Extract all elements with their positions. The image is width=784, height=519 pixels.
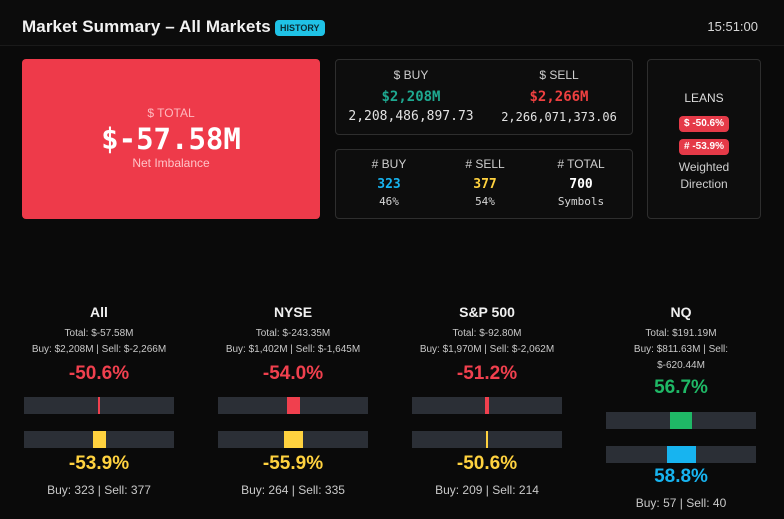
dollar-sell-cell: $ SELL $2,266M 2,266,071,373.06: [484, 68, 634, 124]
count-total-cell: # TOTAL 700 Symbols: [528, 157, 634, 208]
count-total-sub: Symbols: [557, 195, 605, 208]
count-buy-value: 323: [377, 177, 401, 192]
leans-sub-weighted: Weighted: [678, 160, 730, 174]
total-value: $-57.58M: [101, 122, 241, 156]
header-bar: Market Summary – All Markets HISTORY 15:…: [0, 0, 784, 46]
all-dollar-bar: [24, 397, 174, 414]
market-count-pct: -55.9%: [262, 453, 324, 474]
leans-sub-direction: Direction: [680, 177, 728, 191]
count-total-label: # TOTAL: [557, 157, 605, 171]
total-label: $ TOTAL: [147, 106, 195, 120]
all-count-bar: [24, 431, 174, 448]
count-buy-cell: # BUY 323 46%: [336, 157, 442, 208]
total-sub-label: Net Imbalance: [132, 156, 210, 170]
count-sell-pct: 54%: [475, 195, 495, 208]
dollar-buy-full: 2,208,486,897.73: [348, 109, 474, 124]
market-dollar-pct: -50.6%: [68, 363, 130, 384]
market-name: NQ: [670, 304, 692, 320]
market-counts: Buy: 57 | Sell: 40: [635, 496, 727, 510]
sp500-dollar-marker: [485, 397, 489, 414]
market-nyse: NYSE Total: $-243.35M Buy: $1,402M | Sel…: [216, 304, 370, 385]
nyse-count-marker: [284, 431, 303, 448]
dollar-sell-full: 2,266,071,373.06: [501, 110, 617, 124]
leans-panel: LEANS $ -50.6% # -53.9% Weighted Directi…: [647, 59, 761, 219]
market-count-pct: -50.6%: [456, 453, 518, 474]
count-sell-value: 377: [473, 177, 497, 192]
market-sp500-bottom: -50.6% Buy: 209 | Sell: 214: [410, 453, 564, 497]
market-dollar-pct: -51.2%: [456, 363, 518, 384]
count-total-value: 700: [569, 177, 593, 192]
nq-count-marker: [667, 446, 696, 463]
nyse-dollar-bar: [218, 397, 368, 414]
clock-time: 15:51:00: [707, 19, 758, 34]
market-total: Total: $-57.58M: [64, 328, 134, 339]
market-name: NYSE: [273, 304, 313, 320]
market-name: All: [90, 304, 108, 320]
count-buy-pct: 46%: [379, 195, 399, 208]
market-buy-sell: Buy: $1,970M | Sell: $-2,062M: [419, 344, 555, 355]
dollar-sell-label: $ SELL: [539, 68, 579, 82]
market-total: Total: $191.19M: [645, 328, 717, 339]
count-sell-label: # SELL: [465, 157, 505, 171]
dollar-buy-cell: $ BUY $2,208M 2,208,486,897.73: [336, 68, 486, 124]
dollar-buy-short: $2,208M: [381, 89, 441, 105]
leans-title: LEANS: [684, 91, 724, 105]
count-sell-cell: # SELL 377 54%: [432, 157, 538, 208]
market-counts: Buy: 209 | Sell: 214: [435, 483, 539, 497]
market-counts: Buy: 323 | Sell: 377: [47, 483, 151, 497]
market-buy-sell-cont: $-620.44M: [657, 360, 705, 371]
sp500-dollar-bar: [412, 397, 562, 414]
count-buy-label: # BUY: [371, 157, 407, 171]
market-count-pct: 58.8%: [654, 466, 708, 487]
sp500-count-bar: [412, 431, 562, 448]
nyse-count-bar: [218, 431, 368, 448]
nq-dollar-marker: [670, 412, 692, 429]
market-nq: NQ Total: $191.19M Buy: $811.63M | Sell:…: [604, 304, 758, 399]
market-nq-bottom: 58.8% Buy: 57 | Sell: 40: [604, 466, 758, 510]
nq-dollar-bar: [606, 412, 756, 429]
market-name: S&P 500: [459, 304, 515, 320]
market-sp500: S&P 500 Total: $-92.80M Buy: $1,970M | S…: [410, 304, 564, 385]
market-buy-sell: Buy: $2,208M | Sell: $-2,266M: [31, 344, 167, 355]
nyse-dollar-marker: [287, 397, 300, 414]
nq-count-bar: [606, 446, 756, 463]
dollar-buy-label: $ BUY: [393, 68, 429, 82]
history-badge[interactable]: HISTORY: [275, 20, 325, 36]
market-nyse-bottom: -55.9% Buy: 264 | Sell: 335: [216, 453, 370, 497]
dollar-lean-pill: $ -50.6%: [678, 116, 730, 132]
market-buy-sell: Buy: $811.63M | Sell:: [633, 344, 729, 355]
market-dollar-pct: 56.7%: [654, 377, 708, 398]
market-count-pct: -53.9%: [68, 453, 130, 474]
market-counts: Buy: 264 | Sell: 335: [241, 483, 345, 497]
all-count-marker: [93, 431, 106, 448]
count-panel: # BUY 323 46% # SELL 377 54% # TOTAL 700…: [335, 149, 633, 219]
market-all-bottom: -53.9% Buy: 323 | Sell: 377: [22, 453, 176, 497]
market-all: All Total: $-57.58M Buy: $2,208M | Sell:…: [22, 304, 176, 385]
total-imbalance-card: $ TOTAL $-57.58M Net Imbalance: [22, 59, 320, 219]
dollar-sell-short: $2,266M: [529, 89, 589, 105]
all-dollar-marker: [98, 397, 100, 414]
count-lean-pill: # -53.9%: [678, 139, 730, 155]
market-buy-sell: Buy: $1,402M | Sell: $-1,645M: [225, 344, 361, 355]
dollar-panel: $ BUY $2,208M 2,208,486,897.73 $ SELL $2…: [335, 59, 633, 135]
market-total: Total: $-243.35M: [255, 328, 331, 339]
sp500-count-marker: [486, 431, 488, 448]
market-dollar-pct: -54.0%: [262, 363, 324, 384]
page-title: Market Summary – All Markets: [22, 17, 271, 36]
market-total: Total: $-92.80M: [452, 328, 522, 339]
